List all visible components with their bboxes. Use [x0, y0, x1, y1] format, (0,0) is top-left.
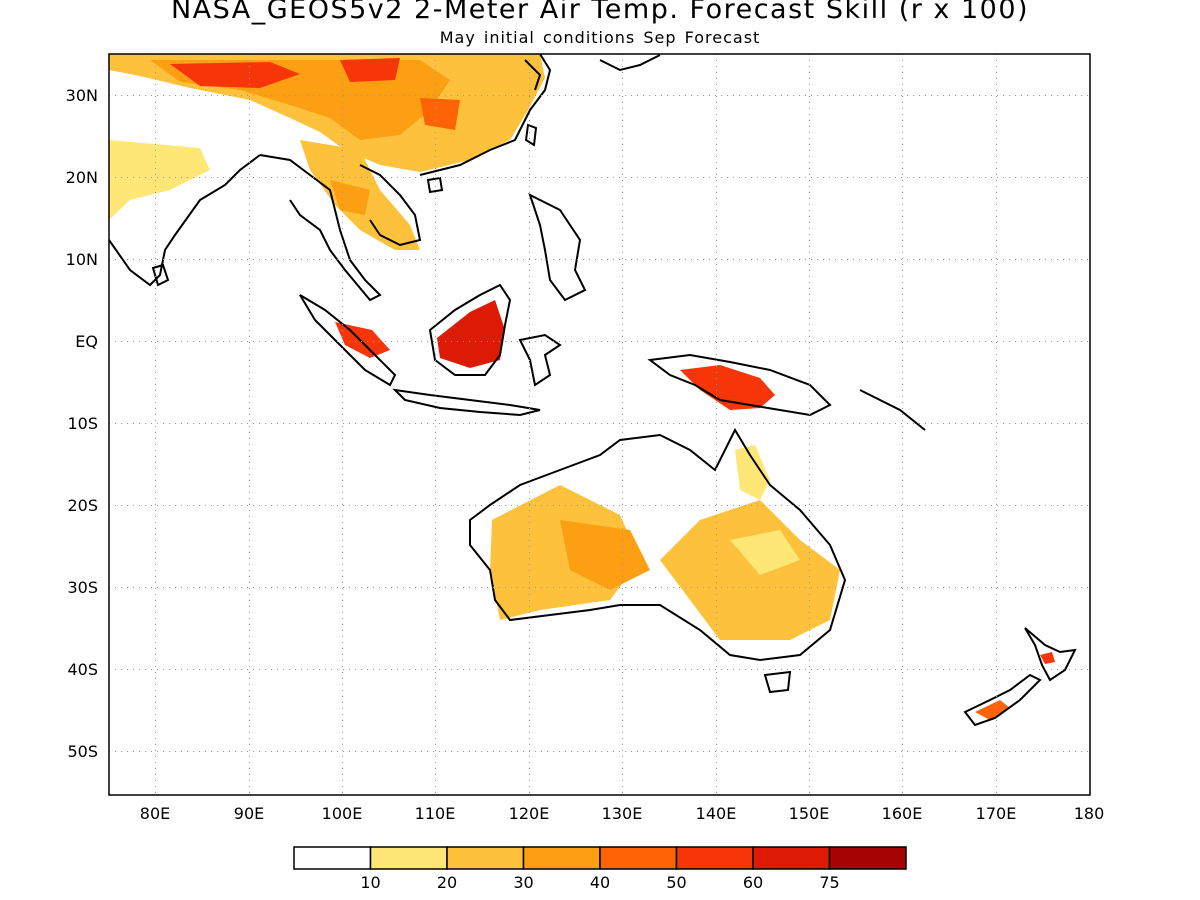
colorbar-swatch [675, 846, 754, 870]
coastline-sulawesi [518, 333, 562, 387]
map-subtitle: May initial conditions Sep Forecast [439, 28, 761, 47]
longitude-labels: 80E 90E 100E 110E 120E 130E 140E 150E 16… [140, 804, 1105, 823]
coastline-japan [599, 54, 661, 72]
skill-region-australia-east [660, 500, 840, 640]
coastline-india [109, 154, 261, 287]
coastline-sri-lanka [151, 263, 170, 287]
lon-label: 140E [696, 804, 737, 823]
lat-label: 20S [67, 496, 98, 515]
coastline-australia [469, 427, 847, 662]
colorbar-swatch [293, 846, 372, 870]
lon-label: 120E [509, 804, 550, 823]
lon-label: 100E [322, 804, 363, 823]
lat-label: 10N [66, 250, 98, 269]
skill-region-china-high2 [340, 58, 400, 82]
colorbar-tick-label: 10 [360, 873, 380, 892]
lon-label: 90E [234, 804, 264, 823]
coastline-indochina [359, 164, 422, 247]
colorbar-swatch [522, 846, 601, 870]
coastlines [109, 54, 1077, 727]
coastline-solomons [859, 389, 926, 431]
skill-region-china-high [170, 62, 300, 88]
skill-region-borneo [437, 300, 505, 368]
lon-label: 180 [1074, 804, 1105, 823]
coastline-philippines [528, 193, 587, 302]
lat-label: EQ [75, 332, 98, 351]
lat-label: 30N [66, 86, 98, 105]
colorbar-swatch [369, 846, 448, 870]
skill-region-china-high3 [420, 98, 460, 130]
map-frame [108, 53, 1091, 796]
lat-label: 30S [67, 578, 98, 597]
coastline-new-zealand-north [1024, 627, 1077, 682]
colorbar-tick-label: 75 [819, 873, 839, 892]
lat-label: 20N [66, 168, 98, 187]
coastline-china-south [419, 54, 552, 176]
colorbar-tick-label: 60 [743, 873, 763, 892]
skill-shading [109, 54, 1055, 720]
skill-region-sumatra [335, 322, 390, 358]
coastline-hainan [426, 176, 444, 194]
lat-label: 40S [67, 660, 98, 679]
lat-label: 10S [67, 414, 98, 433]
colorbar-tick-label: 50 [666, 873, 686, 892]
skill-region-north-queensland [735, 445, 770, 500]
skill-region-australia-east-yellow [730, 530, 800, 575]
skill-region-new-guinea [680, 365, 775, 410]
colorbar-swatch [752, 846, 831, 870]
colorbar-tick-label: 30 [513, 873, 533, 892]
skill-region-nz-north [1040, 652, 1055, 664]
coastline-new-zealand-south [963, 673, 1042, 727]
map-title: NASA_GEOS5v2 2-Meter Air Temp. Forecast … [170, 0, 1030, 25]
coastline-new-guinea [647, 353, 832, 417]
coastline-korea [524, 59, 542, 91]
map-grid [109, 54, 1090, 795]
latitude-labels: 30N 20N 10N EQ 10S 20S 30S 40S 50S [66, 86, 98, 761]
colorbar: 10 20 30 40 50 60 75 [293, 846, 907, 892]
lat-label: 50S [67, 742, 98, 761]
lon-label: 80E [140, 804, 170, 823]
skill-region-north-india [109, 140, 210, 220]
coastline-tasmania [763, 670, 792, 694]
coastline-borneo [428, 283, 512, 376]
colorbar-swatch [828, 846, 907, 870]
coastline-java [392, 388, 541, 417]
colorbar-swatch [446, 846, 525, 870]
coastline-sumatra [299, 294, 397, 387]
skill-region-nz-south [975, 700, 1010, 720]
lon-label: 110E [415, 804, 456, 823]
skill-region-se-asia-high [330, 180, 370, 215]
skill-region-australia-center [560, 520, 650, 590]
colorbar-swatch [599, 846, 678, 870]
lon-label: 150E [789, 804, 830, 823]
lon-label: 160E [882, 804, 923, 823]
colorbar-tick-label: 40 [590, 873, 610, 892]
lon-label: 130E [602, 804, 643, 823]
colorbar-tick-label: 20 [437, 873, 457, 892]
lon-label: 170E [976, 804, 1017, 823]
coastline-taiwan [524, 123, 538, 147]
